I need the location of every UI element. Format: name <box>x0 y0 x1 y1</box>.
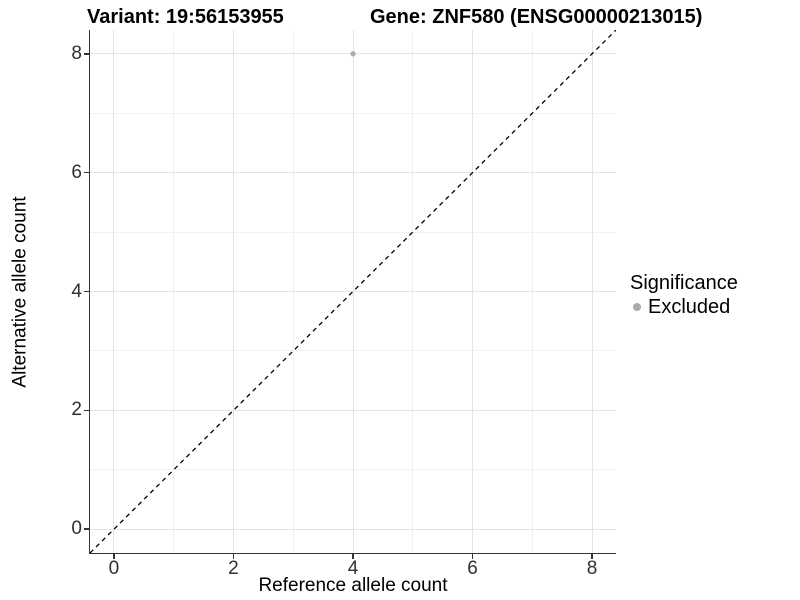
x-tick-label: 2 <box>228 558 239 579</box>
gene-title: Gene: ZNF580 (ENSG00000213015) <box>370 6 703 28</box>
x-tick-label: 6 <box>467 558 478 579</box>
y-major-gridline <box>90 409 616 411</box>
y-tick-mark <box>84 528 90 530</box>
legend-entry-excluded: Excluded <box>630 297 738 317</box>
y-tick-mark <box>84 171 90 174</box>
x-tick-mark <box>591 553 593 559</box>
y-axis-title: Alternative allele count <box>10 195 32 388</box>
y-tick-label: 6 <box>71 161 82 183</box>
x-tick-mark <box>232 553 235 559</box>
x-tick-mark <box>352 553 354 559</box>
legend: Significance Excluded <box>630 272 738 317</box>
x-tick-label: 4 <box>347 558 359 579</box>
plot-overlay <box>90 30 616 553</box>
x-tick-label: 8 <box>586 558 598 579</box>
y-axis-line <box>89 30 90 554</box>
identity-dashed-line <box>90 30 616 553</box>
y-tick-label: 2 <box>71 399 82 421</box>
y-tick-mark <box>84 53 90 55</box>
excluded-point-icon <box>633 303 641 311</box>
y-tick-label: 8 <box>71 42 82 64</box>
x-tick-mark <box>471 553 474 559</box>
y-tick-label: 4 <box>71 280 82 302</box>
x-tick-mark <box>113 553 115 559</box>
y-major-gridline <box>90 528 616 530</box>
y-axis-title-box: Alternative allele count <box>0 30 42 553</box>
x-tick-label: 0 <box>108 558 120 579</box>
x-axis-title: Reference allele count <box>258 575 448 596</box>
x-axis-line <box>89 553 616 554</box>
data-point <box>350 51 356 57</box>
variant-title: Variant: 19:56153955 <box>87 6 284 28</box>
legend-entry-label: Excluded <box>648 296 731 318</box>
y-tick-mark <box>84 290 90 293</box>
legend-title: Significance <box>630 272 738 294</box>
y-tick-label: 0 <box>71 518 82 540</box>
y-tick-mark <box>84 409 90 412</box>
y-major-gridline <box>90 172 616 174</box>
y-major-gridline <box>90 291 616 292</box>
